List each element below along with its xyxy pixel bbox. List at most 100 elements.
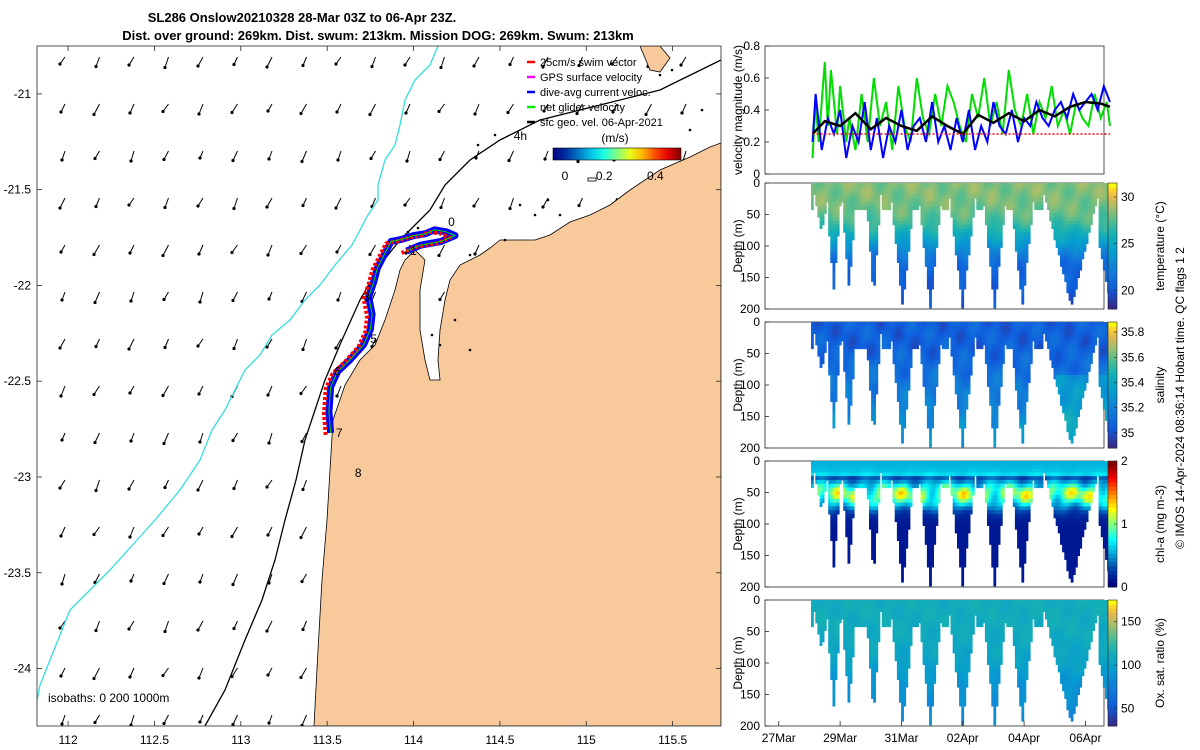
section-cell <box>821 220 825 226</box>
current-vector <box>93 432 100 445</box>
section-cell <box>823 205 827 211</box>
section-cell <box>999 371 1003 376</box>
section-cell <box>1079 262 1083 267</box>
section-cell <box>1002 352 1005 357</box>
section-cell <box>993 431 997 436</box>
section-cell <box>1002 356 1005 361</box>
current-vector <box>336 291 342 302</box>
section-cell <box>836 224 840 229</box>
section-cell <box>851 374 855 380</box>
current-vector <box>231 573 238 587</box>
section-cell <box>965 393 969 399</box>
section-cell <box>969 363 973 368</box>
vector-head <box>197 112 201 116</box>
section-cell <box>875 232 879 237</box>
current-vector <box>300 150 307 164</box>
x-tick-label: 114 <box>404 733 423 747</box>
current-vector <box>59 244 66 254</box>
section-cell <box>1023 269 1027 275</box>
vector-head <box>370 64 374 69</box>
vector-head <box>198 300 202 304</box>
vector-head <box>231 438 235 443</box>
current-vector <box>300 714 307 726</box>
section-cell <box>1002 205 1005 211</box>
current-vector <box>334 338 342 350</box>
current-vector <box>128 385 135 395</box>
section-cell <box>995 412 999 418</box>
section-cell <box>967 378 971 384</box>
section-cell <box>1025 251 1029 256</box>
section-cell <box>836 213 840 218</box>
section-cell <box>832 424 836 429</box>
section-cell <box>931 273 934 279</box>
vector-head <box>92 532 96 537</box>
colorbar-segment <box>1108 283 1117 289</box>
vector-shaft <box>302 479 307 490</box>
section-cell <box>1002 220 1005 226</box>
section-cell <box>993 439 997 444</box>
vector-head <box>300 159 304 164</box>
vector-head <box>94 488 98 493</box>
section-cell <box>1081 254 1085 260</box>
legend-item: 25cm/s swim vector <box>527 57 637 69</box>
current-vector <box>58 197 66 210</box>
vector-head <box>301 347 305 352</box>
section-cell <box>993 300 997 305</box>
section-cell <box>849 382 853 387</box>
section-cell <box>851 371 855 376</box>
section-cell <box>811 198 814 203</box>
vector-head <box>197 676 201 680</box>
section-cell <box>1070 300 1074 305</box>
current-vector <box>266 244 273 257</box>
current-vector <box>301 479 307 492</box>
vector-head <box>299 251 303 256</box>
vector-head <box>267 297 271 301</box>
section-cell <box>834 397 838 402</box>
colorbar-segment <box>1108 187 1117 192</box>
current-vector <box>198 150 204 160</box>
colorbar-tick-label: 0.4 <box>647 169 664 183</box>
vector-head <box>266 109 270 113</box>
section-cell <box>811 201 814 207</box>
current-vector <box>163 56 169 70</box>
section-cell <box>875 378 879 384</box>
legend-label: GPS surface velocity <box>540 72 643 84</box>
section-cell <box>929 292 932 297</box>
vector-head <box>163 345 167 350</box>
vector-shaft <box>130 150 135 162</box>
vector-shaft <box>231 526 238 537</box>
current-vector <box>128 526 135 539</box>
section-cell <box>967 235 971 241</box>
section-cell <box>834 258 838 263</box>
vector-shaft <box>233 197 238 209</box>
section-cell <box>933 390 937 395</box>
section-cell <box>832 408 836 414</box>
legend-label: net glider velocity <box>540 102 625 114</box>
vector-head <box>59 674 63 678</box>
colorbar-segment <box>1108 229 1117 234</box>
section-cell <box>901 300 904 305</box>
current-vector <box>197 244 204 256</box>
section-cell <box>1083 386 1087 391</box>
legend-item: GPS surface velocity <box>527 72 643 84</box>
vector-head <box>129 299 133 303</box>
section-cell <box>873 254 876 260</box>
section-cell <box>836 352 840 357</box>
colorbar-segment <box>1108 183 1117 188</box>
vector-head <box>404 111 408 115</box>
vector-head <box>231 722 235 726</box>
island <box>658 73 662 77</box>
vector-head <box>266 673 270 677</box>
vector-head <box>60 722 64 726</box>
vector-shaft <box>61 573 66 585</box>
section-cell <box>873 269 876 275</box>
section-cell <box>972 340 975 346</box>
section-cell <box>834 243 838 248</box>
section-cell <box>847 273 851 279</box>
vector-head <box>335 250 339 254</box>
current-vector <box>127 338 135 351</box>
vector-head <box>58 486 62 490</box>
vector-head <box>232 486 236 491</box>
vector-shaft <box>300 103 307 114</box>
current-vector <box>129 714 135 726</box>
